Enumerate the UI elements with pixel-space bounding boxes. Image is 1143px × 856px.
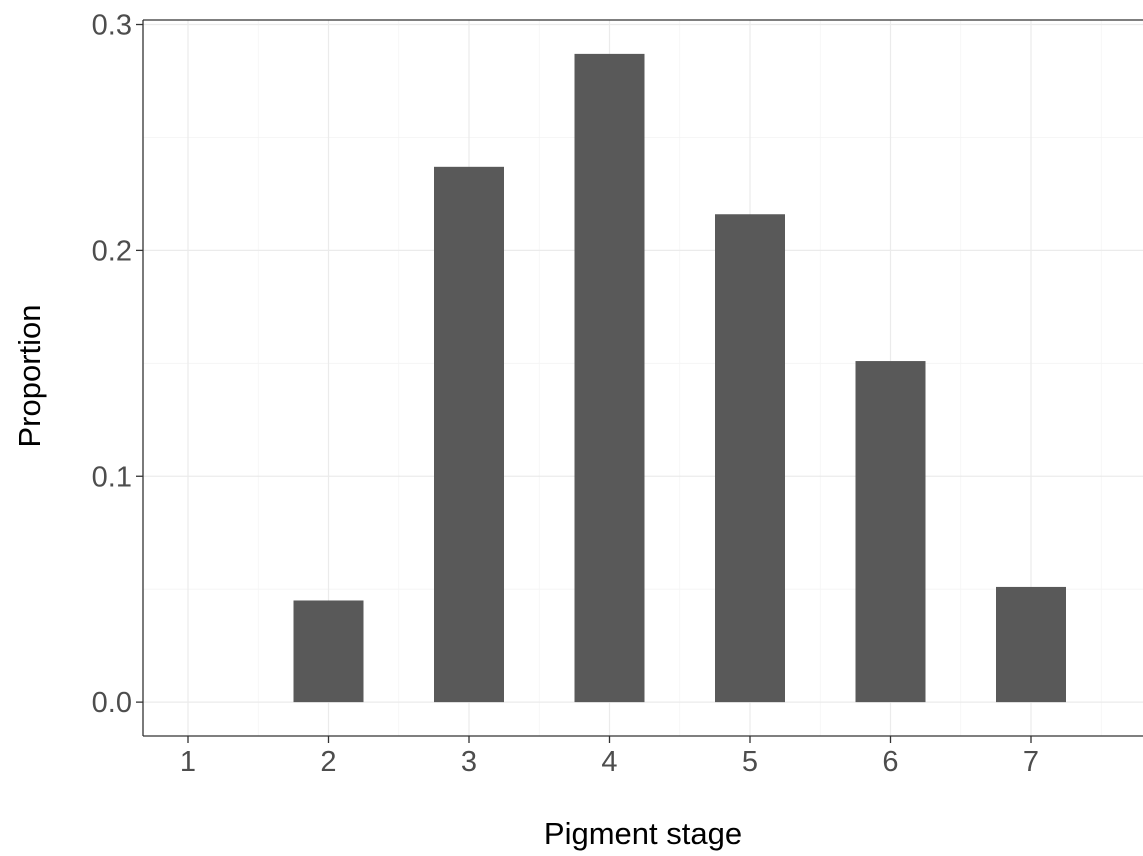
y-axis-ticks: 0.0 0.1 0.2 0.3 <box>92 10 143 719</box>
y-tick-label: 0.2 <box>92 235 132 267</box>
x-tick-label: 4 <box>601 746 617 778</box>
y-tick-label: 0.0 <box>92 687 132 719</box>
x-tick-label: 5 <box>742 746 758 778</box>
x-tick-label: 1 <box>180 746 196 778</box>
x-tick-label: 2 <box>320 746 336 778</box>
x-axis-title: Pigment stage <box>544 816 742 851</box>
bars <box>293 53 1066 703</box>
axes <box>142 19 1143 737</box>
y-tick-label: 0.3 <box>92 10 132 42</box>
x-tick-label: 3 <box>461 746 477 778</box>
bar-5 <box>715 214 785 703</box>
x-tick-label: 6 <box>882 746 898 778</box>
bar-2 <box>293 600 364 703</box>
bar-6 <box>855 361 926 703</box>
y-tick-label: 0.1 <box>92 461 132 493</box>
x-tick-label: 7 <box>1023 746 1039 778</box>
bar-4 <box>574 53 645 703</box>
y-axis-title: Proportion <box>12 304 47 447</box>
bar-3 <box>434 166 504 703</box>
bar-7 <box>996 586 1066 703</box>
x-axis-ticks: 1 2 3 4 5 6 7 <box>180 736 1039 778</box>
